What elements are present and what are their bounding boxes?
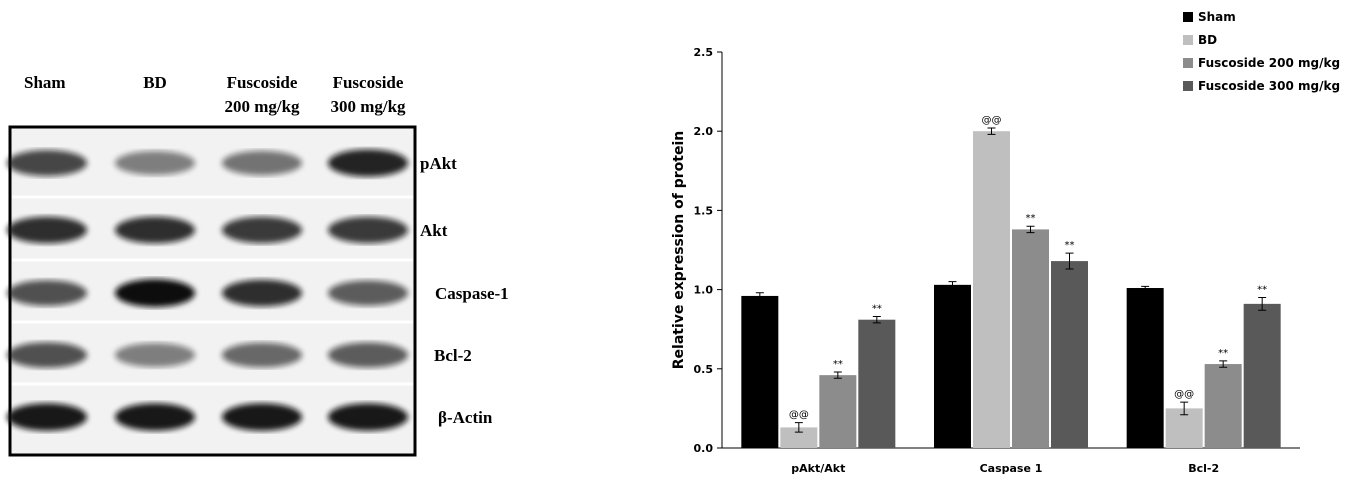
column-label: Fuscoside — [227, 73, 298, 92]
significance-marker: ** — [1257, 285, 1267, 296]
band — [222, 403, 302, 431]
error-bar — [1026, 225, 1035, 234]
column-label: 200 mg/kg — [224, 97, 300, 116]
legend-swatch — [1183, 81, 1193, 91]
bar — [1126, 288, 1164, 448]
bar — [1012, 229, 1049, 448]
x-tick-label: Caspase 1 — [980, 462, 1043, 475]
column-label: BD — [143, 73, 167, 92]
significance-marker: ** — [872, 304, 882, 315]
legend-label: Fuscoside 200 mg/kg — [1198, 56, 1340, 70]
error-bar — [833, 371, 842, 379]
band — [115, 151, 195, 175]
y-tick-label: 2.0 — [694, 125, 714, 138]
band — [328, 403, 408, 431]
error-bar — [987, 127, 996, 135]
band — [7, 342, 87, 368]
band — [222, 216, 302, 244]
row-label: Caspase-1 — [435, 284, 509, 303]
legend-label: Fuscoside 300 mg/kg — [1198, 79, 1340, 93]
band — [115, 343, 195, 367]
y-axis-label: Relative expression of protein — [671, 131, 687, 369]
legend-swatch — [1183, 12, 1193, 22]
column-label: 300 mg/kg — [330, 97, 406, 116]
blot: Sham BD Fuscoside 200 mg/kg Fuscoside 300 mg/… — [7, 73, 509, 431]
chart: 0.0 0.5 1.0 1.5 2.0 2.5 Relative expression of… — [671, 10, 1340, 475]
band — [328, 342, 408, 368]
band — [115, 279, 195, 307]
band — [328, 149, 408, 177]
row-label: Bcl-2 — [434, 346, 472, 365]
band — [7, 403, 87, 431]
band — [328, 280, 408, 306]
band — [328, 216, 408, 244]
error-bar — [1141, 285, 1150, 291]
row-label: β-Actin — [438, 408, 493, 427]
band — [115, 216, 195, 244]
significance-marker: ** — [833, 359, 843, 370]
column-label: Fuscoside — [333, 73, 404, 92]
bar — [1204, 364, 1242, 448]
significance-marker: @@ — [982, 115, 1002, 126]
y-tick-label: 1.5 — [694, 204, 714, 217]
bar — [858, 319, 896, 448]
significance-marker: ** — [1218, 348, 1228, 359]
legend-label: Sham — [1198, 10, 1236, 24]
error-bar — [1219, 360, 1228, 368]
band — [115, 403, 195, 431]
band — [222, 342, 302, 368]
significance-marker: @@ — [1174, 389, 1194, 400]
bar — [1051, 261, 1088, 448]
error-bar — [794, 422, 803, 433]
significance-marker: ** — [1065, 240, 1075, 251]
x-tick-label: Bcl-2 — [1188, 462, 1219, 475]
row-label: Akt — [420, 221, 448, 240]
y-tick-label: 0.5 — [694, 363, 714, 376]
column-label: Sham — [24, 73, 66, 92]
error-bar — [872, 316, 881, 324]
error-bar — [1065, 252, 1074, 270]
row-label: pAkt — [420, 154, 457, 173]
bar — [973, 131, 1010, 448]
y-tick-label: 0.0 — [694, 442, 714, 455]
significance-marker: ** — [1026, 213, 1036, 224]
bar — [780, 427, 818, 448]
y-tick-label: 1.0 — [694, 284, 714, 297]
legend-swatch — [1183, 58, 1193, 68]
band — [7, 150, 87, 176]
error-bar — [1258, 297, 1267, 311]
y-tick-label: 2.5 — [694, 46, 714, 59]
band — [7, 216, 87, 244]
bar — [1243, 303, 1281, 448]
bar — [819, 375, 857, 448]
x-tick-label: pAkt/Akt — [791, 462, 845, 475]
error-bar — [755, 292, 764, 300]
band — [7, 280, 87, 306]
legend-swatch — [1183, 35, 1193, 45]
band — [222, 279, 302, 307]
error-bar — [948, 281, 957, 289]
band — [222, 150, 302, 176]
legend-label: BD — [1198, 33, 1217, 47]
bar — [741, 295, 779, 448]
bar — [934, 284, 971, 448]
error-bar — [1180, 401, 1189, 416]
significance-marker: @@ — [789, 410, 809, 421]
